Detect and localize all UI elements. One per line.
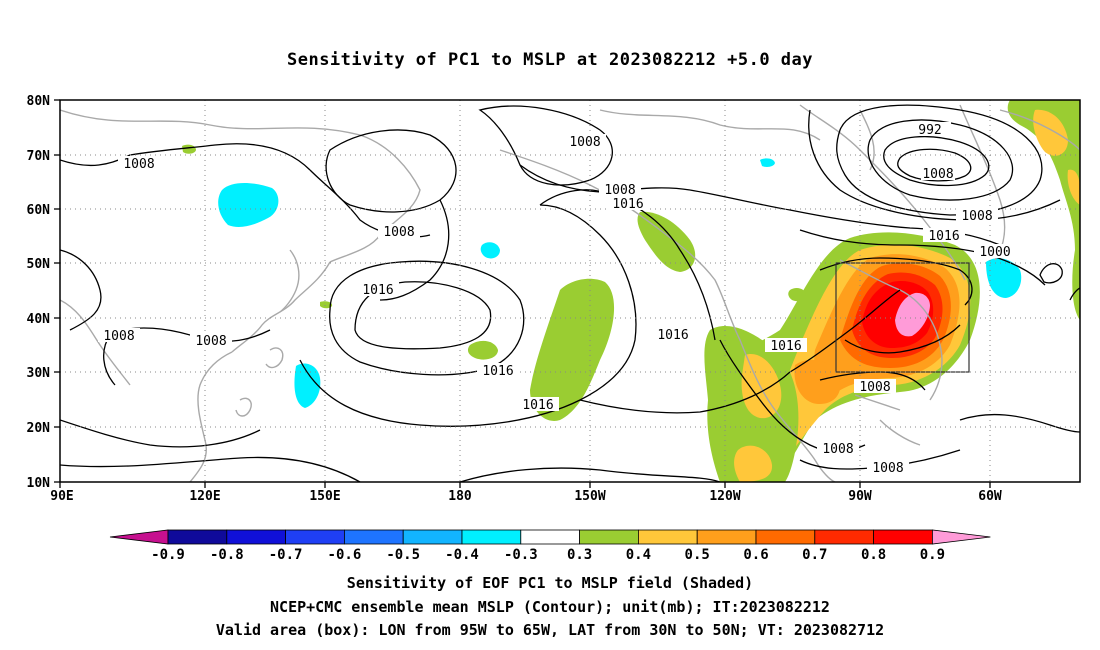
contour-label: 1008: [383, 225, 414, 240]
colorbar-label: -0.4: [445, 547, 479, 563]
colorbar-label: 0.3: [567, 547, 592, 563]
contour-label: 1008: [103, 329, 134, 344]
shade-yellow-greenland: [1033, 109, 1068, 156]
colorbar-label: 0.4: [626, 547, 651, 563]
colorbar-label: -0.3: [504, 547, 538, 563]
shade-green-pacific2: [637, 211, 696, 272]
lon-tick-label: 60W: [978, 489, 1002, 504]
lon-tick-label: 90W: [848, 489, 872, 504]
colorbar-segment: [696, 529, 757, 545]
colorbar: -0.9 -0.8 -0.7 -0.6 -0.5 -0.4 -0.3 0.3 0.4 0.5 0.6…: [109, 529, 991, 563]
tick-marks: [54, 99, 991, 488]
contour-label: 1008: [195, 334, 226, 349]
contour-label: 1008: [872, 461, 903, 476]
lat-tick-label: 10N: [27, 476, 51, 491]
shade-yellow-mexico: [741, 354, 782, 419]
colorbar-segment: [226, 529, 287, 545]
shade-cyan-atlantic: [986, 258, 1022, 298]
contour-label: 1016: [928, 229, 959, 244]
colorbar-segment: [638, 529, 698, 545]
colorbar-label: 0.9: [920, 547, 945, 563]
colorbar-segment: [167, 529, 228, 545]
lon-tick-label: 180: [448, 489, 472, 504]
lat-tick-label: 30N: [27, 366, 51, 381]
shade-yellow-greenland2: [1067, 169, 1080, 205]
colorbar-segment: [579, 529, 639, 545]
shade-green-greenland: [1007, 100, 1080, 320]
gridlines: [60, 100, 1080, 482]
lon-tick-label: 120E: [189, 489, 220, 504]
lat-tick-label: 20N: [27, 421, 51, 436]
lon-tick-label: 150E: [309, 489, 340, 504]
contour-label: 1008: [859, 380, 890, 395]
colorbar-label: 0.5: [685, 547, 710, 563]
shade-green-pacific3: [467, 340, 498, 360]
contour-label: 1008: [604, 183, 635, 198]
shade-pink-east: [895, 292, 930, 337]
footer-line-1: Sensitivity of EOF PC1 to MSLP field (Sh…: [346, 574, 754, 592]
shade-yellow-mexico2: [734, 445, 773, 482]
contour-label: 1016: [362, 283, 393, 298]
lat-tick-label: 80N: [27, 94, 51, 109]
colorbar-segment: [461, 529, 522, 545]
colorbar-label: -0.5: [386, 547, 420, 563]
colorbar-high-triangle: [932, 529, 991, 545]
shade-orange-gulf: [794, 359, 841, 405]
colorbar-segment: [814, 529, 874, 545]
footer-line-2: NCEP+CMC ensemble mean MSLP (Contour); u…: [270, 598, 830, 616]
colorbar-label: 0.7: [802, 547, 827, 563]
shade-cyan-siberia: [218, 183, 279, 228]
lon-tick-label: 90E: [50, 489, 73, 504]
contour-label: 1008: [123, 157, 154, 172]
map-frame: [59, 99, 1081, 483]
colorbar-label: -0.9: [151, 547, 185, 563]
colorbar-label: -0.6: [328, 547, 362, 563]
lon-tick-label: 150W: [574, 489, 605, 504]
colorbar-label: 0.8: [861, 547, 886, 563]
shade-green-small1: [788, 287, 806, 302]
shade-cyan-aleutian: [480, 242, 500, 259]
colorbar-label: 0.6: [743, 547, 768, 563]
negative-sensitivity-shading: [218, 158, 1022, 408]
contour-label: 992: [918, 123, 941, 138]
shade-cyan-small: [760, 158, 775, 167]
contour-label: 1008: [922, 167, 953, 182]
contour-label: 1008: [569, 135, 600, 150]
colorbar-segment: [343, 529, 404, 545]
colorbar-segment: [873, 529, 933, 545]
longitude-labels: 90E 120E 150E 180 150W 120W 90W 60W: [50, 489, 1002, 504]
contour-label: 1016: [482, 364, 513, 379]
positive-sensitivity-shading: [182, 100, 1080, 482]
contour-label: 1008: [822, 442, 853, 457]
lat-tick-label: 40N: [27, 312, 51, 327]
contour-label: 1016: [522, 398, 553, 413]
contour-labels: 1008 1008 1008 1008 1008 1008 1008 1008 …: [98, 122, 1016, 476]
shade-cyan-japan: [294, 363, 321, 408]
colorbar-label: -0.7: [269, 547, 303, 563]
colorbar-segment: [285, 529, 345, 545]
mslp-contours: [60, 104, 1080, 482]
colorbar-low-triangle: [109, 529, 169, 545]
contour-label: 1000: [979, 245, 1010, 260]
colorbar-segment: [402, 529, 463, 545]
footer-line-3: Valid area (box): LON from 95W to 65W, L…: [215, 621, 885, 639]
lat-tick-label: 70N: [27, 149, 51, 164]
colorbar-segment: [520, 529, 580, 545]
latitude-labels: 80N 70N 60N 50N 40N 30N 20N 10N: [27, 94, 51, 491]
shade-green-small3: [320, 301, 333, 309]
lat-tick-label: 50N: [27, 257, 51, 272]
lat-tick-label: 60N: [27, 203, 51, 218]
contour-label: 1016: [657, 328, 688, 343]
lon-tick-label: 120W: [709, 489, 740, 504]
colorbar-label: -0.8: [210, 547, 244, 563]
colorbar-segment: [755, 529, 816, 545]
contour-label: 1008: [961, 209, 992, 224]
contour-label: 1016: [770, 339, 801, 354]
shade-green-pacific1: [530, 278, 615, 421]
contour-label: 1016: [612, 197, 643, 212]
map-title: Sensitivity of PC1 to MSLP at 2023082212…: [286, 50, 813, 70]
